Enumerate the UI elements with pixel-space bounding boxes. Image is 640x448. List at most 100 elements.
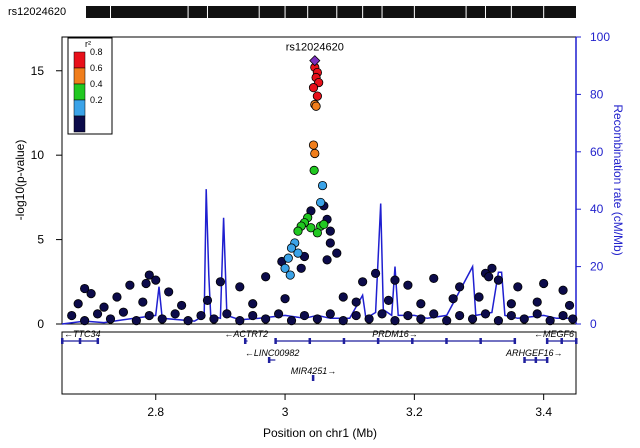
right-y-tick-label: 0 — [590, 317, 597, 331]
snp-point — [377, 309, 387, 319]
snp-point — [235, 316, 245, 326]
snp-point — [358, 277, 368, 287]
snp-point — [248, 310, 258, 321]
snp-point — [370, 268, 381, 278]
snp-point — [273, 309, 284, 319]
snp-point — [332, 248, 342, 258]
snp-point — [351, 310, 361, 321]
snp-point — [67, 310, 77, 321]
snp-points — [67, 62, 578, 326]
recombination-polyline — [61, 189, 576, 325]
snp-point — [141, 278, 151, 289]
snp-point — [138, 297, 148, 307]
snp-point — [261, 272, 271, 282]
recombination-rate-line — [61, 189, 576, 325]
gene-track: ←TTC34 ←ACTRT2 PRDM16→ ←MEGF6 ←LINC00982 ARHG… — [61, 329, 578, 381]
gene-exon — [267, 357, 271, 363]
snp-point — [308, 140, 319, 150]
snp-point — [280, 263, 290, 273]
snp-point — [310, 148, 320, 159]
legend-label: 0.6 — [90, 63, 103, 73]
snp-point — [309, 165, 319, 175]
x-axis: 2.8 3 3.2 3.4 — [147, 394, 552, 419]
x-tick-label: 3.4 — [535, 405, 552, 419]
lead-snp-label: rs12024620 — [286, 42, 344, 54]
snp-point — [196, 310, 206, 321]
right-y-tick-label: 100 — [590, 30, 610, 44]
snp-point — [183, 316, 193, 326]
snp-point — [338, 292, 348, 302]
snp-point — [170, 309, 180, 319]
snp-point — [539, 278, 549, 289]
snp-point — [532, 297, 542, 307]
snp-point — [312, 91, 322, 101]
x-tick-label: 2.8 — [147, 405, 164, 419]
gene-label: ARHGEF16→ — [505, 348, 563, 358]
snp-point — [164, 287, 174, 297]
snp-point — [383, 295, 394, 305]
y-tick-label: 5 — [37, 233, 44, 247]
gene-label: MIR4251→ — [291, 366, 337, 376]
snp-point — [293, 226, 303, 236]
snp-point — [261, 314, 271, 324]
snp-track-label: rs12024620 — [8, 6, 66, 18]
snp-point — [202, 295, 213, 305]
snp-point — [455, 282, 465, 292]
gene-label: PRDM16→ — [372, 329, 418, 339]
snp-point — [144, 270, 154, 280]
snp-track-bar — [86, 6, 576, 18]
snp-point — [568, 314, 578, 324]
snp-point — [235, 282, 245, 292]
y-tick-label: 15 — [31, 64, 45, 78]
snp-point — [403, 310, 413, 321]
snp-point — [283, 253, 293, 263]
gene-label: ←LINC00982 — [245, 348, 300, 358]
snp-point — [558, 310, 568, 321]
snp-point — [105, 314, 116, 324]
legend-label: 0.8 — [90, 47, 103, 57]
gene-exon — [311, 375, 315, 381]
right-y-axis: 0 20 40 60 80 100 — [575, 30, 610, 331]
gene-exon — [513, 338, 517, 344]
snp-point — [286, 316, 297, 326]
snp-point — [322, 255, 332, 265]
snp-point — [248, 299, 258, 309]
snp-point — [325, 309, 335, 319]
legend-swatch — [73, 115, 86, 133]
snp-point — [513, 282, 523, 292]
y-axis-label-left: -log10(p-value) — [13, 140, 27, 221]
snp-point — [506, 299, 516, 309]
gene-exon — [61, 338, 64, 344]
gene-exon — [411, 338, 414, 344]
right-y-tick-label: 20 — [590, 260, 604, 274]
gene-label: ←ACTRT2 — [224, 329, 268, 339]
snp-point — [177, 300, 187, 311]
snp-point — [312, 314, 322, 324]
y-tick-label: 0 — [37, 317, 44, 331]
snp-point — [215, 277, 226, 287]
gene-exon — [243, 338, 247, 344]
y-axis-label-right: Recombination rate (cM/Mb) — [611, 104, 625, 255]
snp-point — [131, 316, 141, 326]
snp-point — [319, 219, 329, 229]
right-y-tick-label: 80 — [590, 87, 604, 101]
snp-point — [429, 309, 439, 319]
snp-point — [280, 294, 290, 304]
snp-point — [157, 314, 167, 324]
r2-legend: r² 0.8 0.6 0.4 0.2 — [67, 37, 113, 135]
snp-point — [286, 243, 297, 253]
snp-point — [484, 272, 494, 282]
snp-point — [325, 226, 335, 236]
snp-point — [455, 310, 465, 321]
x-tick-label: 3 — [282, 405, 289, 419]
snp-point — [99, 302, 109, 312]
snp-point — [390, 275, 400, 285]
snp-point — [312, 228, 322, 238]
gene-exon — [78, 338, 82, 344]
right-y-tick-label: 40 — [590, 202, 604, 216]
snp-point — [293, 248, 303, 258]
snp-point — [519, 314, 529, 324]
snp-point — [493, 316, 504, 326]
snp-point — [480, 309, 491, 319]
